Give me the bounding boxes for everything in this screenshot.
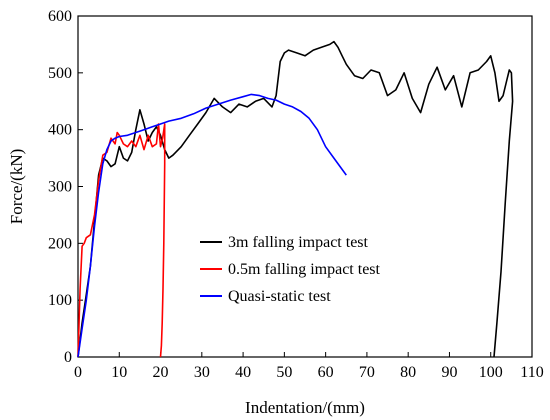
tick-labels: 0 10 20 30 40 50 60 70 80 90 100 110 0 100 200 300 400 50…: [48, 8, 544, 381]
y-tick-label: 600: [48, 8, 72, 25]
x-tick-label: 60: [318, 364, 334, 381]
axes-frame: [77, 15, 533, 358]
y-tick-label: 400: [48, 122, 72, 139]
y-tick-label: 300: [48, 179, 72, 196]
legend-label-3: Quasi-static test: [228, 288, 331, 305]
legend-label-2: 0.5m falling impact test: [228, 261, 381, 278]
x-tick-label: 50: [276, 364, 292, 381]
x-tick-label: 90: [441, 364, 457, 381]
y-tick-label: 500: [48, 65, 72, 82]
plot-series: [77, 40, 514, 358]
legend-label-1: 3m falling impact test: [228, 234, 369, 251]
plot-frame: [77, 15, 533, 358]
y-tick-label: 100: [48, 292, 72, 309]
x-tick-label: 40: [235, 364, 251, 381]
x-tick-label: 110: [520, 364, 543, 381]
y-tick-label: 200: [48, 235, 72, 252]
legend: 3m falling impact test 0.5m falling impac…: [200, 234, 381, 305]
x-tick-label: 80: [400, 364, 416, 381]
x-tick-label: 100: [479, 364, 503, 381]
x-tick-label: 0: [74, 364, 82, 381]
x-tick-label: 30: [194, 364, 210, 381]
y-tick-label: 0: [64, 349, 72, 366]
series-line-2: [77, 123, 166, 358]
series-line-1: [77, 40, 514, 358]
x-axis-title: Indentation/(mm): [245, 398, 365, 417]
x-tick-label: 20: [153, 364, 169, 381]
series-line-3: [77, 93, 347, 358]
y-axis-title: Force/(kN): [7, 149, 26, 225]
x-tick-label: 70: [359, 364, 375, 381]
x-tick-label: 10: [111, 364, 127, 381]
